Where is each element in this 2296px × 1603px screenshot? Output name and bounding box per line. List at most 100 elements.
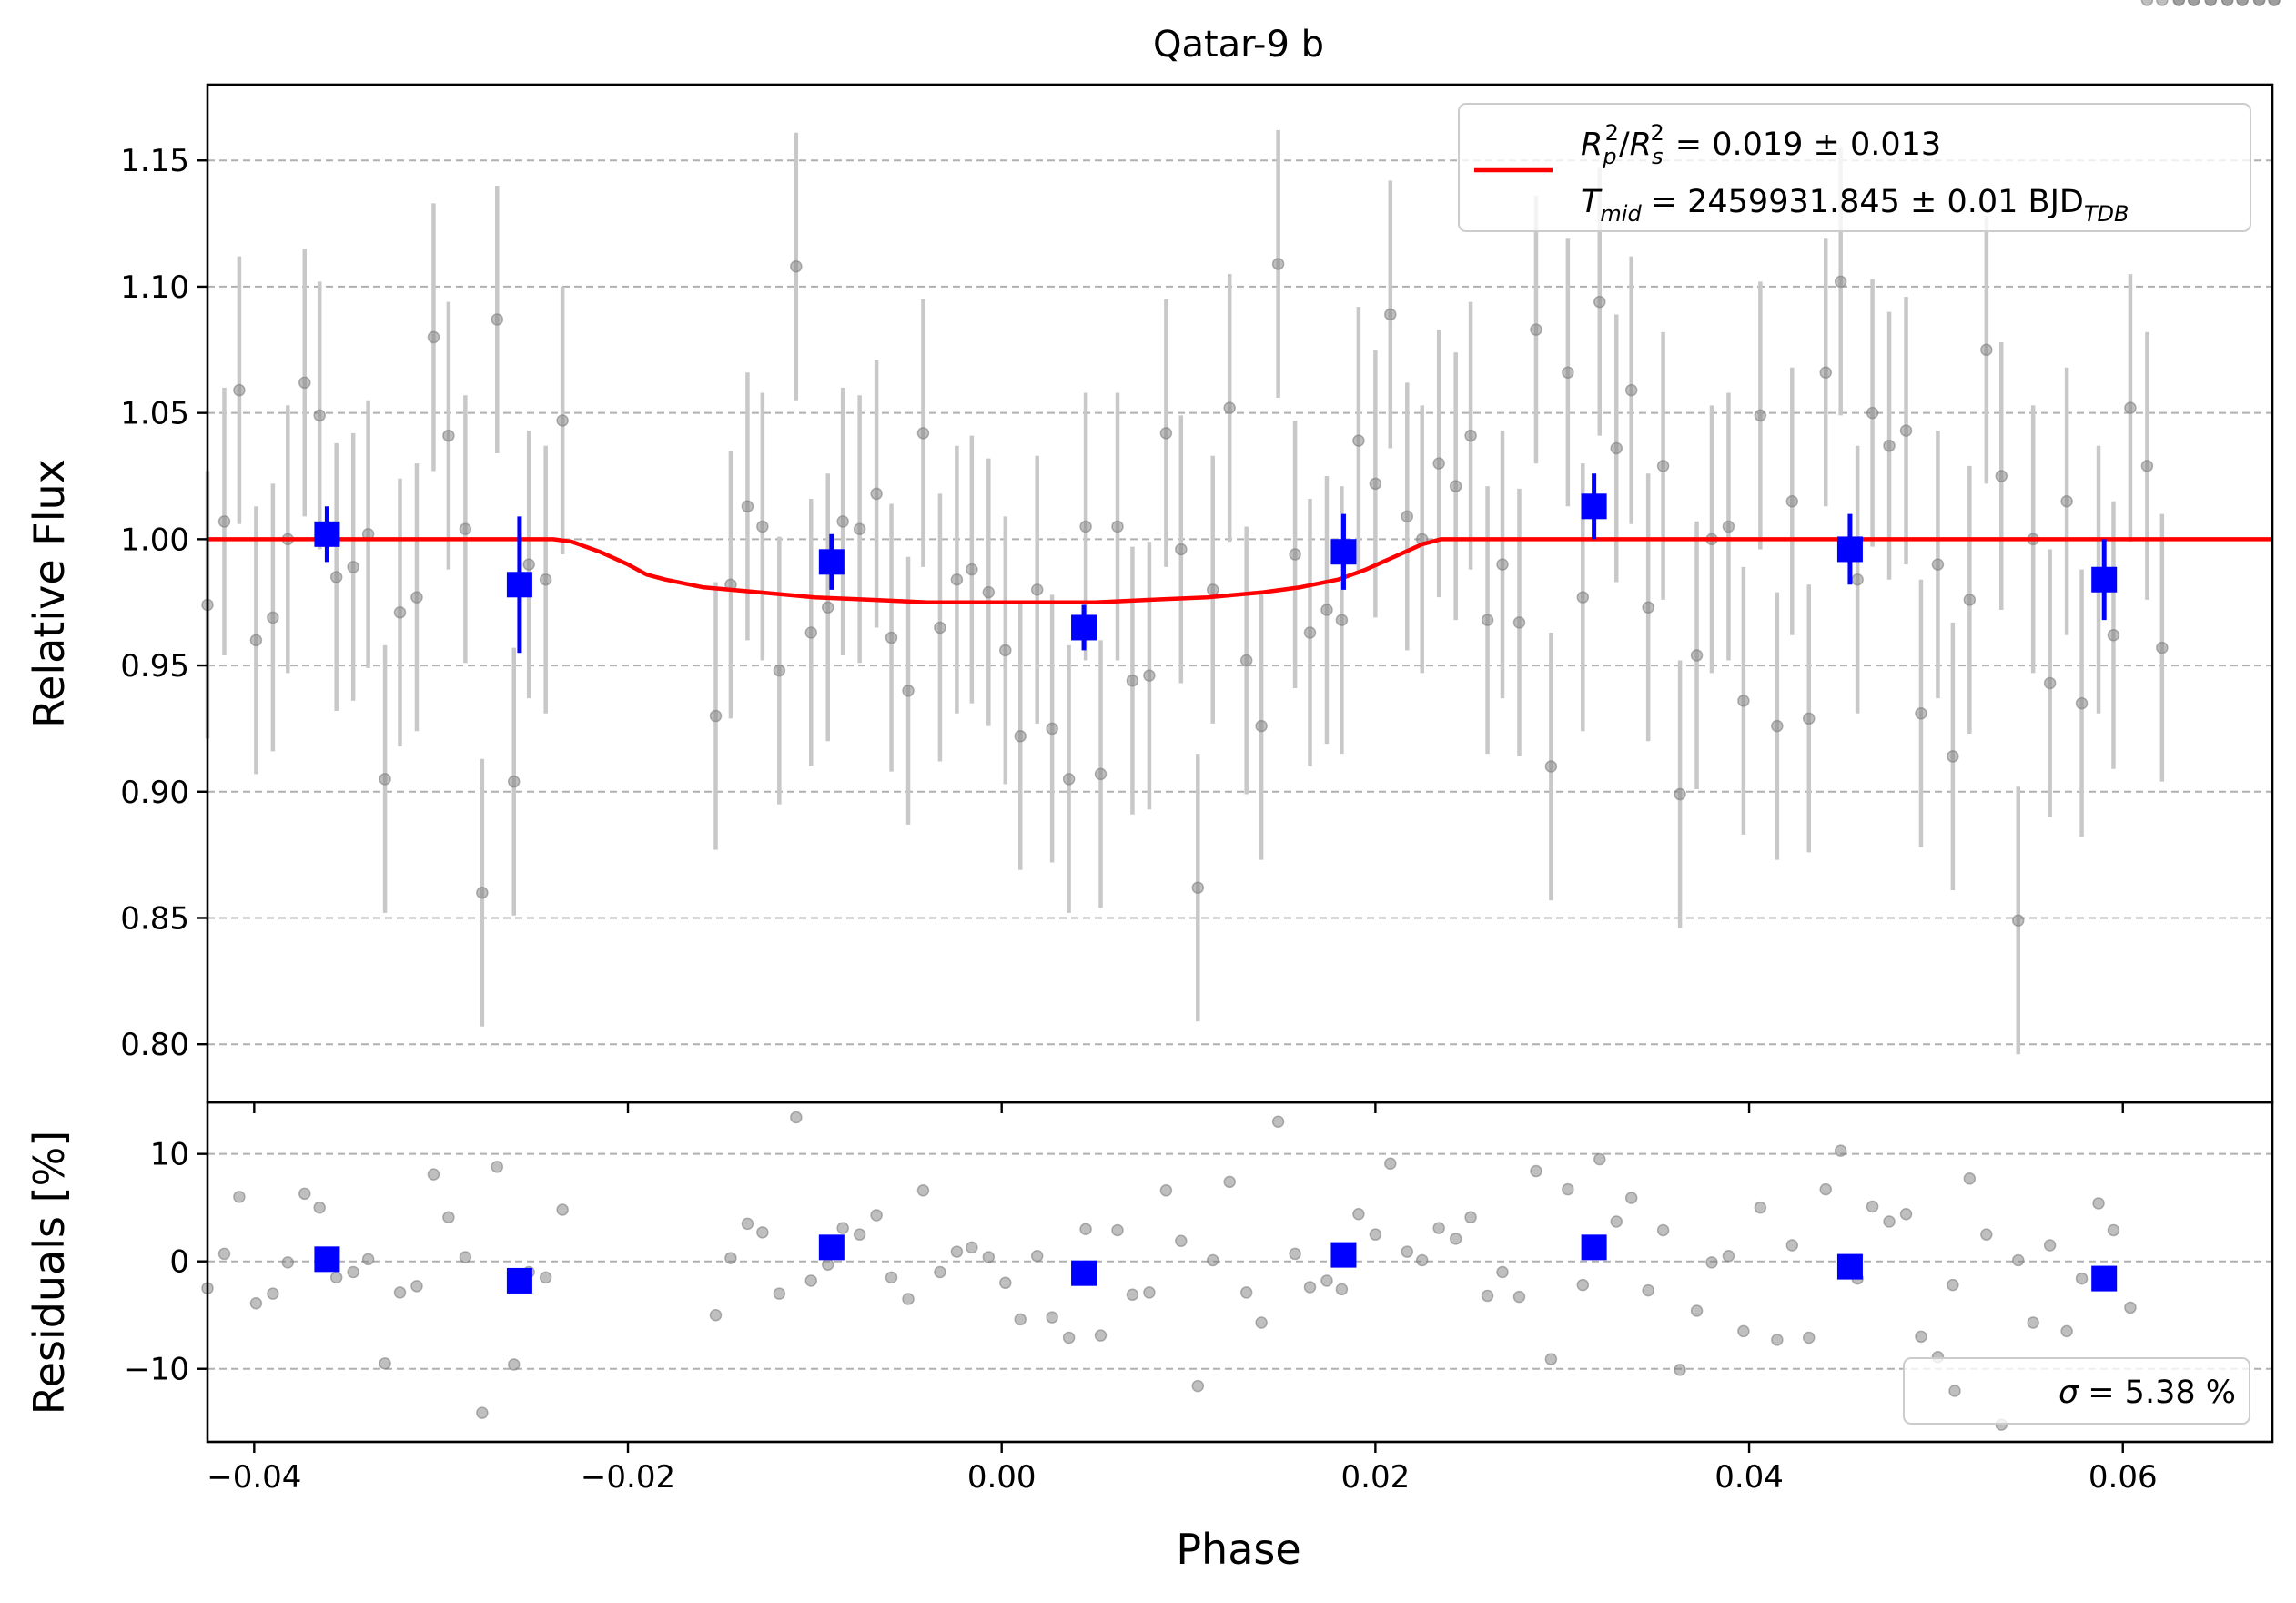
- bottom-xtick-label: −0.02: [581, 1459, 675, 1496]
- residual-point: [836, 1222, 849, 1234]
- bottom-binned-points: [314, 1234, 2118, 1294]
- top-legend-box: [1458, 103, 2251, 232]
- binned-point: [1836, 536, 1863, 563]
- raw-point: [1512, 616, 1526, 629]
- residual-point: [999, 1276, 1012, 1290]
- residual-point: [2027, 1316, 2039, 1329]
- residual-point: [2156, 0, 2169, 6]
- binned-residual-point: [1836, 1253, 1863, 1280]
- residual-point: [1803, 1331, 1816, 1344]
- raw-point: [1143, 669, 1156, 682]
- raw-point: [1481, 614, 1494, 626]
- residual-point: [1206, 1253, 1219, 1267]
- raw-point: [1062, 773, 1076, 786]
- raw-point: [1206, 583, 1219, 596]
- residual-point: [1271, 1115, 1285, 1128]
- residual-point: [1722, 1250, 1735, 1263]
- residual-point: [267, 1287, 279, 1300]
- residual-point: [853, 1228, 866, 1241]
- depth-sub-s: s: [1652, 144, 1664, 169]
- residual-point: [1079, 1223, 1092, 1236]
- residual-point: [508, 1358, 521, 1371]
- raw-point: [1289, 548, 1301, 561]
- residual-point: [476, 1406, 489, 1419]
- residual-point: [1303, 1281, 1317, 1294]
- raw-point: [1562, 366, 1574, 380]
- depth-sup-2: 2: [1650, 120, 1664, 146]
- residual-point: [2011, 1253, 2025, 1267]
- top-ytick-label: 1.00: [120, 522, 189, 558]
- residual-point: [1464, 1211, 1477, 1224]
- raw-point: [1963, 594, 1977, 606]
- bottom-ytick-label: −10: [124, 1352, 189, 1388]
- residual-point: [1255, 1316, 1268, 1329]
- residual-point: [1834, 1144, 1847, 1157]
- raw-point: [298, 376, 311, 390]
- residual-point: [1947, 1278, 1959, 1292]
- raw-point: [1785, 494, 1799, 508]
- residual-point: [1449, 1233, 1462, 1245]
- top-grid: [207, 159, 2272, 1046]
- residual-point: [313, 1201, 326, 1214]
- raw-point: [1384, 308, 1397, 321]
- raw-point: [393, 606, 407, 619]
- raw-point: [217, 515, 231, 528]
- residual-point: [966, 1241, 978, 1254]
- residual-point: [1866, 1200, 1879, 1213]
- residual-point: [2140, 0, 2154, 6]
- residual-point: [741, 1217, 754, 1231]
- raw-point: [2156, 641, 2169, 654]
- bottom-ytick-label: 10: [150, 1137, 189, 1173]
- residual-point: [1496, 1265, 1509, 1279]
- residual-point: [1754, 1201, 1767, 1214]
- raw-point: [773, 664, 786, 677]
- residual-point: [1656, 1223, 1670, 1237]
- raw-point: [1369, 477, 1382, 491]
- raw-point: [2060, 494, 2073, 508]
- raw-point: [267, 611, 279, 624]
- raw-point: [1690, 649, 1704, 662]
- raw-point: [1947, 750, 1959, 763]
- raw-point: [329, 571, 343, 583]
- raw-point: [853, 522, 866, 536]
- residual-point: [1401, 1245, 1414, 1258]
- residual-point: [982, 1251, 996, 1263]
- residual-point: [379, 1357, 391, 1370]
- residual-point: [950, 1245, 964, 1258]
- raw-point: [1046, 722, 1058, 736]
- residual-point: [2188, 0, 2200, 6]
- residual-point: [2172, 0, 2186, 6]
- residual-point: [1111, 1223, 1124, 1237]
- raw-point: [1271, 258, 1285, 270]
- residual-point: [281, 1256, 295, 1269]
- raw-point: [1754, 409, 1767, 422]
- residual-point: [1915, 1330, 1927, 1344]
- residual-point: [902, 1293, 915, 1305]
- raw-point: [1079, 520, 1092, 533]
- binned-residual-point: [1581, 1234, 1607, 1261]
- residual-point: [1593, 1152, 1606, 1166]
- raw-point: [459, 522, 472, 536]
- raw-point: [313, 409, 326, 422]
- residual-point: [2268, 0, 2281, 6]
- residual-point: [1562, 1182, 1574, 1196]
- residual-point: [2075, 1272, 2089, 1285]
- raw-point: [249, 634, 263, 647]
- raw-point: [1899, 424, 1913, 437]
- residual-point: [1481, 1289, 1494, 1303]
- residual-point: [2220, 0, 2234, 6]
- raw-point: [821, 601, 834, 614]
- raw-point: [556, 414, 569, 427]
- raw-point: [999, 644, 1012, 657]
- bottom-y-ticks: −10 0 10: [124, 1137, 207, 1388]
- residual-point: [1223, 1175, 1236, 1189]
- residual-point: [1143, 1286, 1156, 1299]
- residual-point: [2107, 1223, 2120, 1237]
- raw-point: [1624, 383, 1638, 397]
- residual-point: [361, 1253, 375, 1266]
- raw-point: [1239, 654, 1253, 667]
- bottom-x-ticks: −0.04 −0.02 0.00 0.02 0.04 0.06: [207, 1442, 2158, 1496]
- residual-point: [1785, 1239, 1799, 1252]
- top-transit-model: [207, 537, 2272, 604]
